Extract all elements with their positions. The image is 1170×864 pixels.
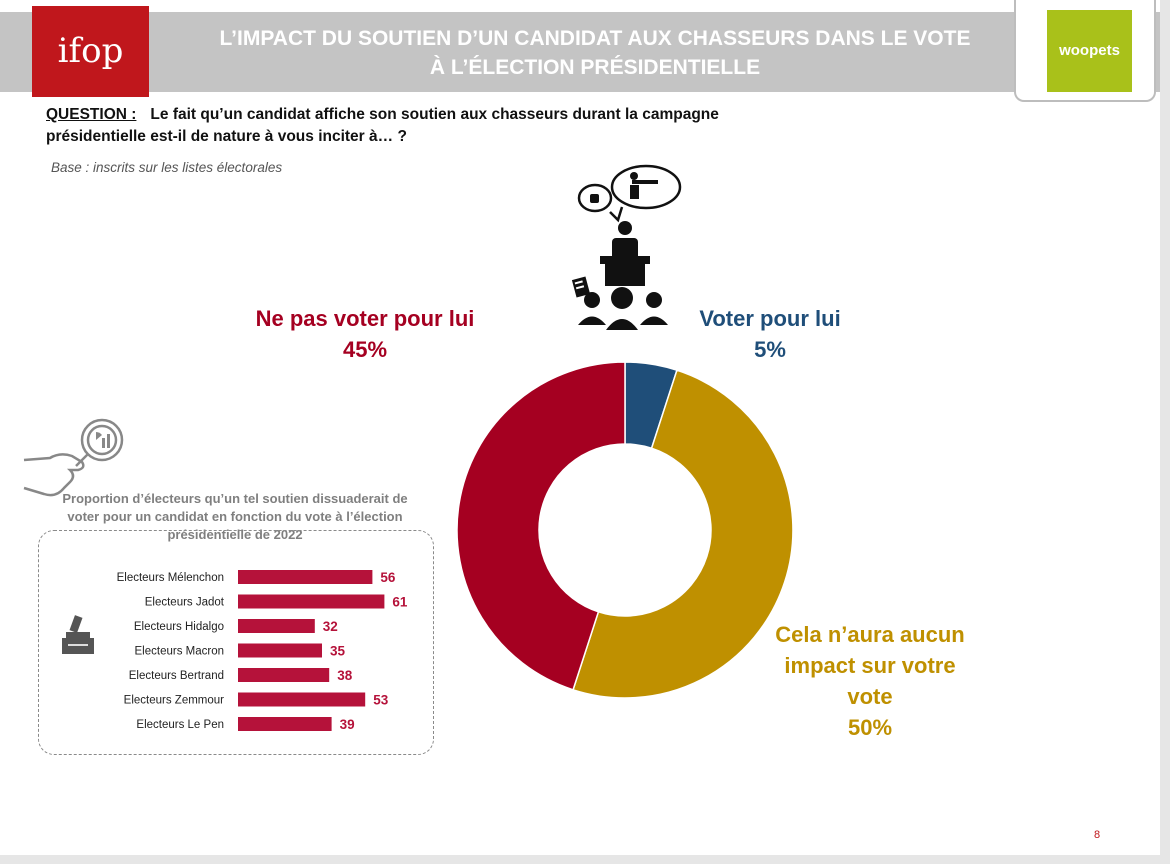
bar-category-label: Electeurs Hidalgo [134, 621, 224, 633]
bar-category-label: Electeurs Macron [135, 646, 224, 658]
donut-slice-1 [572, 369, 794, 699]
bar-value-label: 39 [340, 717, 355, 732]
bar-category-label: Electeurs Zemmour [124, 695, 225, 707]
slice-value: 5% [754, 337, 786, 362]
bar-category-label: Electeurs Bertrand [129, 670, 224, 682]
bar [238, 717, 332, 731]
bar [238, 668, 330, 682]
magnifier-hand-icon [23, 418, 124, 497]
header-band [0, 12, 1160, 92]
bar-category-label: Electeurs Mélenchon [117, 572, 224, 584]
bar [238, 594, 385, 609]
ifop-logo: ifop [32, 6, 149, 97]
ballot-box-icon [62, 615, 94, 654]
title-line-1: L’IMPACT DU SOUTIEN D’UN CANDIDAT AUX CH… [219, 27, 971, 50]
bar-category-label: Electeurs Jadot [145, 597, 225, 609]
slice-label-text: Voter pour lui [699, 306, 841, 331]
inset-bar-chart: Electeurs Mélenchon 56 Electeurs Jadot 61 El… [117, 570, 408, 732]
bar [238, 692, 366, 707]
bar-value-label: 32 [323, 619, 338, 634]
bar-value-label: 56 [380, 570, 396, 585]
question: QUESTION : Le fait qu’un candidat affiche… [46, 104, 736, 148]
bar-value-label: 38 [337, 668, 353, 683]
donut-chart [456, 361, 794, 699]
page-title: L’IMPACT DU SOUTIEN D’UN CANDIDAT AUX CH… [180, 24, 1010, 82]
slice-label-text: Cela n’aura aucun impact sur votre vote [775, 622, 965, 709]
woopets-logo: woopets [1047, 10, 1132, 92]
slice-label-aucun-impact: Cela n’aura aucun impact sur votre vote … [760, 619, 980, 743]
bar-value-label: 61 [392, 595, 408, 610]
base-note: Base : inscrits sur les listes électoral… [51, 160, 283, 175]
slice-label-voter-pour-lui: Voter pour lui 5% [680, 303, 860, 365]
question-text: Le fait qu’un candidat affiche son souti… [46, 106, 719, 145]
bar [238, 643, 322, 658]
page-number: 8 [1094, 829, 1101, 841]
slice-label-ne-pas-voter: Ne pas voter pour lui 45% [250, 303, 480, 365]
question-label: QUESTION : [46, 106, 137, 123]
bar-category-label: Electeurs Le Pen [136, 719, 224, 731]
bar [238, 570, 373, 584]
slice-value: 45% [342, 337, 388, 362]
slice-label-text: Ne pas voter pour lui [255, 306, 475, 331]
bar-value-label: 53 [373, 693, 389, 708]
bar-value-label: 35 [330, 644, 346, 659]
donut-slice-2 [456, 361, 626, 691]
speaker-podium-icon [571, 164, 682, 330]
inset-chart-frame [38, 530, 434, 755]
slice-value: 50% [847, 715, 893, 740]
title-line-2: À L’ÉLECTION PRÉSIDENTIELLE [429, 56, 761, 79]
bar [238, 619, 315, 633]
